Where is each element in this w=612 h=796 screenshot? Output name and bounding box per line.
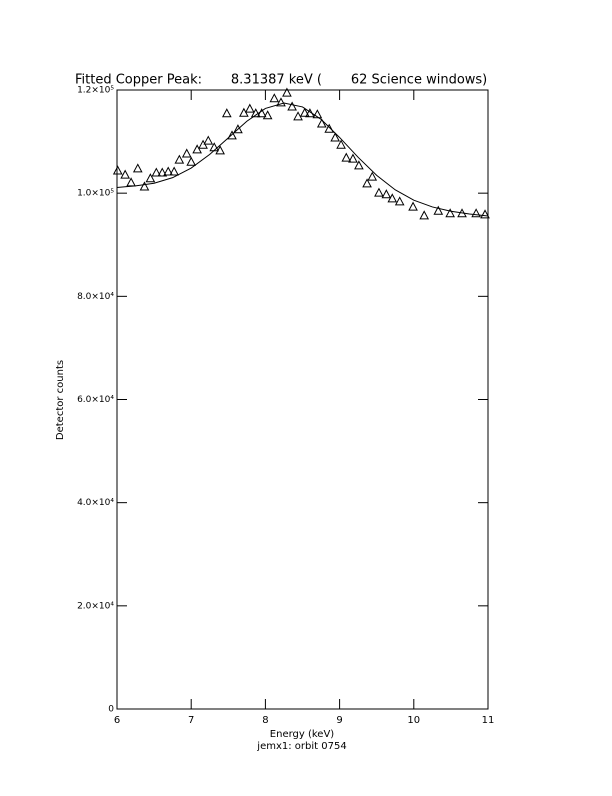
data-point	[186, 156, 197, 166]
data-point	[192, 144, 202, 154]
data-point	[174, 154, 185, 164]
y-tick-label: 1.2×10⁵	[77, 86, 114, 96]
y-tick-label: 8.0×10⁴	[77, 292, 114, 302]
data-point	[157, 167, 168, 177]
data-point	[354, 160, 364, 170]
y-tick-label: 2.0×10⁴	[77, 601, 114, 611]
x-tick-label: 8	[262, 715, 268, 726]
data-point	[227, 130, 237, 140]
subtitle: jemx1: orbit 0754	[256, 741, 346, 752]
data-point	[126, 177, 136, 187]
data-point	[282, 87, 292, 97]
data-point	[169, 166, 179, 176]
data-point	[362, 178, 372, 188]
x-tick-label: 6	[114, 715, 120, 726]
data-point	[324, 123, 335, 133]
fit-line	[116, 102, 489, 217]
data-point	[471, 208, 481, 218]
data-point	[203, 135, 214, 145]
data-point	[330, 132, 340, 142]
data-point	[419, 210, 430, 220]
data-point	[151, 167, 162, 177]
data-point	[145, 173, 156, 183]
data-point	[408, 201, 418, 211]
data-point	[299, 107, 310, 117]
data-point	[381, 189, 392, 199]
x-tick-label: 10	[407, 715, 420, 726]
data-point	[293, 111, 303, 121]
data-point	[215, 145, 225, 155]
x-tick-label: 11	[482, 715, 495, 726]
data-point	[276, 97, 286, 107]
data-point	[244, 103, 255, 113]
data-point	[348, 153, 358, 163]
y-tick-label: 4.0×10⁴	[77, 498, 114, 508]
data-point	[480, 209, 490, 219]
data-point	[132, 163, 143, 173]
data-point	[163, 166, 174, 176]
data-point	[181, 148, 192, 158]
data-point	[433, 205, 444, 215]
data-point	[374, 187, 384, 197]
plot-frame	[116, 89, 489, 710]
data-point	[394, 196, 405, 206]
data-point	[316, 118, 327, 128]
data-point	[112, 165, 123, 175]
data-point	[256, 108, 267, 118]
y-tick-label: 6.0×10⁴	[77, 395, 114, 405]
data-point	[269, 93, 280, 103]
data-point	[287, 101, 297, 111]
x-tick-label: 9	[336, 715, 342, 726]
data-point	[341, 152, 352, 162]
data-point	[445, 208, 455, 218]
chart-title: Fitted Copper Peak: 8.31387 keV ( 62 Sci…	[75, 73, 487, 88]
y-tick-label: 1.0×10⁵	[77, 189, 114, 199]
data-point	[387, 193, 398, 203]
data-point	[262, 110, 273, 120]
data-point	[233, 124, 243, 134]
x-axis-label: Energy (keV)	[270, 729, 335, 740]
data-point	[221, 108, 232, 118]
data-point	[139, 181, 150, 191]
data-point	[312, 109, 323, 119]
data-point	[336, 139, 346, 149]
data-point	[120, 169, 130, 179]
data-point	[367, 171, 378, 181]
x-tick-label: 7	[188, 715, 194, 726]
y-axis-label: Detector counts	[55, 360, 66, 440]
data-point	[250, 108, 261, 118]
y-tick-label: 0	[108, 705, 114, 715]
